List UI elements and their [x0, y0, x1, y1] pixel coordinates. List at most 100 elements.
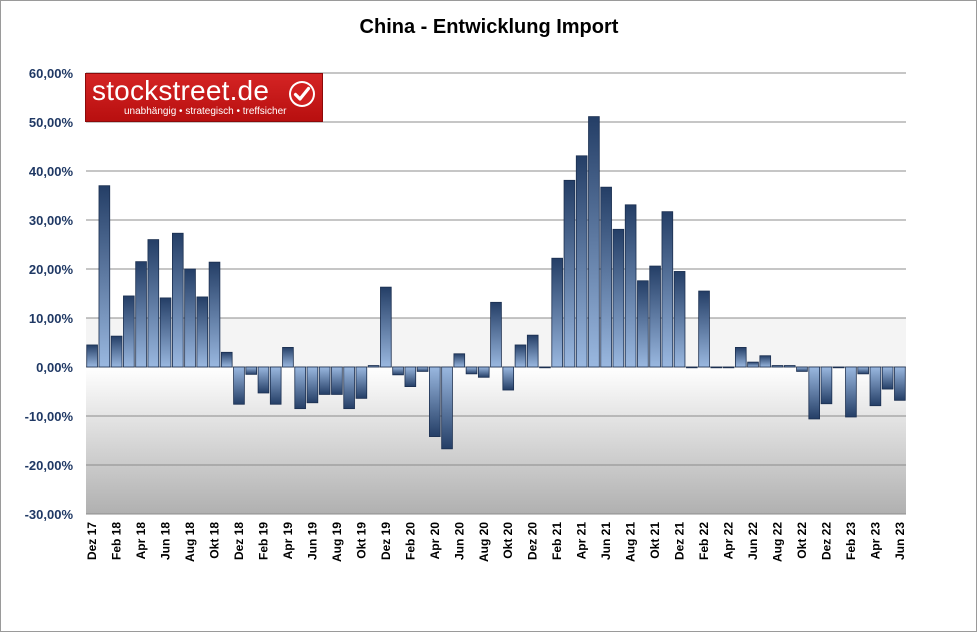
bar [380, 286, 392, 368]
bar [832, 366, 845, 369]
x-axis-ticks: Dez 17 Feb 18 Apr 18 Jun 18 Aug 18 Okt 18 Dez … [85, 522, 907, 562]
bar [86, 344, 98, 368]
x-tick-label: Apr 18 [134, 522, 148, 560]
bar [220, 351, 233, 368]
logo-name: stockstreet.de [92, 75, 270, 106]
x-tick-label: Feb 21 [550, 522, 564, 560]
x-tick-label: Apr 20 [428, 522, 442, 560]
bar [306, 366, 319, 404]
y-tick-label: 20,00% [29, 262, 74, 277]
bar [318, 366, 331, 395]
y-tick-label: 60,00% [29, 66, 74, 81]
y-tick-label: 40,00% [29, 164, 74, 179]
bar [722, 366, 735, 369]
y-axis-ticks: 60,00% 50,00% 40,00% 30,00% 20,00% 10,00% 0,00… [25, 66, 74, 522]
bar [734, 346, 747, 368]
bar [355, 366, 368, 399]
x-tick-label: Apr 21 [575, 522, 589, 560]
bar [624, 204, 637, 368]
bar [649, 265, 661, 368]
bar [710, 366, 723, 369]
bar [698, 290, 710, 368]
bar [771, 365, 784, 368]
bar [294, 366, 306, 410]
bar [147, 239, 160, 368]
x-tick-label: Okt 21 [648, 522, 662, 559]
bar [392, 366, 404, 376]
bar [502, 366, 515, 391]
bar [98, 185, 111, 368]
x-tick-label: Aug 20 [477, 522, 491, 562]
bar [588, 116, 600, 368]
chart-title: China - Entwicklung Import [360, 16, 619, 38]
bar [747, 361, 759, 368]
x-tick-label: Dez 20 [526, 522, 540, 560]
y-tick-label: -20,00% [25, 458, 74, 473]
bar [539, 366, 551, 369]
bar [123, 295, 135, 368]
x-tick-label: Dez 19 [379, 522, 393, 560]
bar [490, 301, 502, 368]
bar [820, 366, 833, 405]
bar [881, 366, 894, 390]
x-tick-label: Jun 23 [893, 522, 907, 560]
bar [563, 179, 576, 368]
stockstreet-logo: stockstreet.de unabhängig • strategisch … [85, 73, 323, 122]
bars [86, 116, 906, 450]
x-tick-label: Okt 22 [795, 522, 809, 559]
x-tick-label: Aug 19 [330, 522, 344, 562]
x-tick-label: Okt 19 [354, 522, 368, 559]
bar [845, 366, 857, 418]
x-tick-label: Okt 18 [208, 522, 222, 559]
bar [759, 355, 772, 368]
x-tick-label: Feb 23 [844, 522, 858, 560]
bar [331, 366, 343, 395]
y-tick-label: 0,00% [36, 360, 73, 375]
x-tick-label: Feb 22 [697, 522, 711, 560]
bar [404, 366, 417, 388]
x-tick-label: Aug 22 [770, 522, 784, 562]
bar [172, 232, 184, 368]
bar [196, 296, 209, 368]
x-tick-label: Jun 19 [305, 522, 319, 560]
bar [282, 346, 294, 368]
bar [416, 366, 429, 372]
y-tick-label: 10,00% [29, 311, 74, 326]
x-tick-label: Jun 20 [452, 522, 466, 560]
x-tick-label: Feb 20 [403, 522, 417, 560]
logo-tagline: unabhängig • strategisch • treffsicher [124, 106, 287, 117]
bar [135, 261, 147, 368]
bar [783, 365, 796, 368]
x-tick-label: Okt 20 [501, 522, 515, 559]
y-tick-label: -30,00% [25, 507, 74, 522]
y-tick-label: -10,00% [25, 409, 74, 424]
bar [637, 280, 649, 368]
x-tick-label: Aug 18 [183, 522, 197, 562]
x-tick-label: Dez 17 [85, 522, 99, 560]
bar [661, 211, 674, 368]
x-tick-label: Apr 19 [281, 522, 295, 560]
bar [269, 366, 282, 405]
bar [453, 353, 466, 368]
bar [673, 271, 686, 368]
x-tick-label: Apr 23 [868, 522, 882, 560]
bar [233, 366, 245, 405]
bar [857, 366, 869, 375]
x-tick-label: Jun 18 [159, 522, 173, 560]
negative-region-shading [86, 367, 906, 514]
bar [159, 297, 172, 368]
bar [343, 366, 355, 410]
bar [551, 257, 563, 368]
bar [869, 366, 882, 407]
checkmark-icon [289, 81, 315, 107]
x-tick-label: Jun 21 [599, 522, 613, 560]
x-tick-label: Dez 21 [673, 522, 687, 560]
bar [600, 186, 612, 368]
x-tick-label: Jun 22 [746, 522, 760, 560]
bar [477, 366, 490, 378]
x-tick-label: Dez 18 [232, 522, 246, 560]
bar [808, 366, 820, 420]
bar [367, 365, 380, 368]
